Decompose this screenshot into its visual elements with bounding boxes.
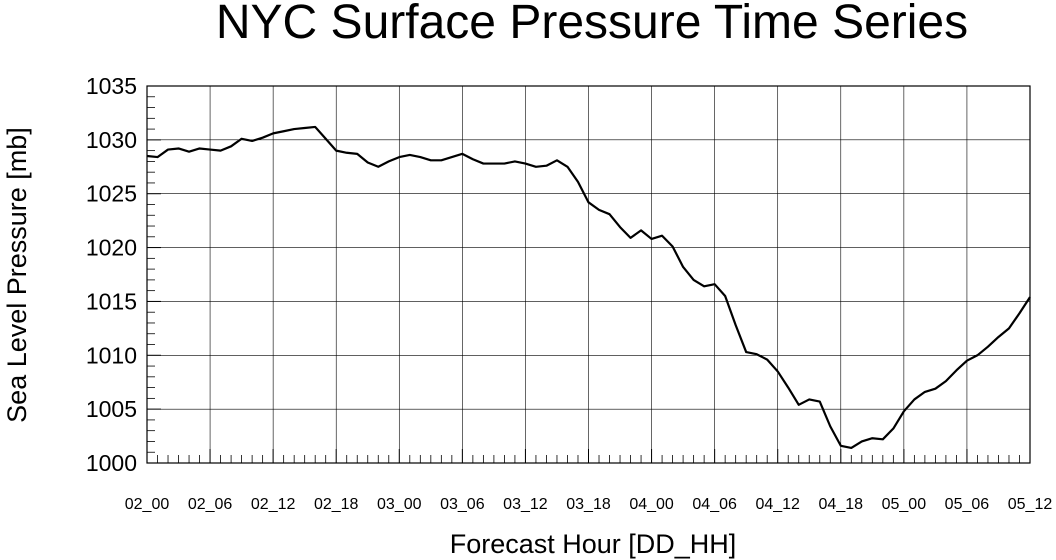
chart-title: NYC Surface Pressure Time Series <box>216 0 968 49</box>
grid <box>146 85 1031 464</box>
y-tick-label-1030: 1030 <box>86 127 137 153</box>
x-tick-label-04_18: 04_18 <box>819 496 864 513</box>
y-tick-label-1025: 1025 <box>86 181 137 207</box>
x-tick-label-04_12: 04_12 <box>755 496 800 513</box>
x-tick-label-03_00: 03_00 <box>377 496 422 513</box>
y-tick-labels: 1000 1005 1010 1015 1020 1025 1030 1035 <box>86 73 137 476</box>
x-tick-label-02_12: 02_12 <box>251 496 296 513</box>
x-tick-label-05_00: 05_00 <box>882 496 927 513</box>
x-tick-label-04_00: 04_00 <box>629 496 674 513</box>
x-tick-label-04_06: 04_06 <box>692 496 737 513</box>
y-tick-label-1035: 1035 <box>86 73 137 99</box>
x-tick-label-05_12: 05_12 <box>1008 496 1053 513</box>
x-tick-label-02_06: 02_06 <box>188 496 233 513</box>
minor-ticks <box>147 96 1020 463</box>
y-tick-label-1005: 1005 <box>86 396 137 422</box>
x-tick-label-02_18: 02_18 <box>314 496 359 513</box>
x-tick-label-03_18: 03_18 <box>566 496 611 513</box>
y-tick-label-1010: 1010 <box>86 342 137 368</box>
x-tick-labels: 02_00 02_06 02_12 02_18 03_00 03_06 03_12 03_18… <box>125 496 1053 513</box>
x-tick-label-05_06: 05_06 <box>945 496 990 513</box>
series-line-pressure <box>146 125 1031 450</box>
y-tick-label-1000: 1000 <box>86 450 137 476</box>
y-axis-label: Sea Level Pressure [mb] <box>2 127 32 423</box>
plot-frame <box>146 85 1031 464</box>
x-axis-label: Forecast Hour [DD_HH] <box>450 529 737 559</box>
y-tick-label-1020: 1020 <box>86 235 137 261</box>
x-tick-label-03_06: 03_06 <box>440 496 485 513</box>
x-tick-label-02_00: 02_00 <box>125 496 170 513</box>
y-tick-label-1015: 1015 <box>86 288 137 314</box>
x-tick-label-03_12: 03_12 <box>503 496 548 513</box>
